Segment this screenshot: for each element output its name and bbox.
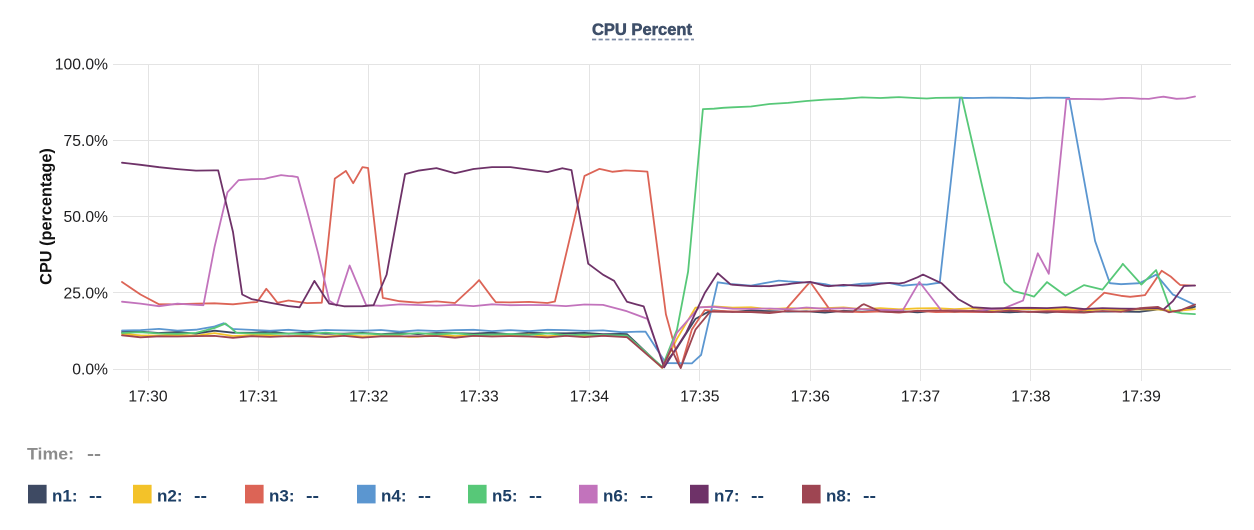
svg-text:CPU (percentage): CPU (percentage) [38,148,56,285]
svg-text:100.0%: 100.0% [55,57,108,74]
svg-text:--: -- [863,487,876,506]
svg-text:--: -- [418,487,431,506]
svg-text:n3:: n3: [269,487,295,506]
svg-text:n6:: n6: [603,487,629,506]
svg-text:--: -- [194,487,207,506]
svg-text:17:30: 17:30 [128,389,168,406]
svg-text:n1:: n1: [52,487,78,506]
svg-text:17:38: 17:38 [1011,389,1051,406]
svg-text:--: -- [306,487,319,506]
svg-text:75.0%: 75.0% [64,133,109,150]
svg-text:17:35: 17:35 [680,389,720,406]
svg-text:17:32: 17:32 [349,389,388,406]
svg-text:17:36: 17:36 [791,389,831,406]
svg-text:50.0%: 50.0% [64,209,109,226]
svg-text:n8:: n8: [826,487,852,506]
svg-text:0.0%: 0.0% [72,362,108,379]
svg-text:--: -- [751,487,764,506]
svg-text:--: -- [529,487,542,506]
svg-text:n7:: n7: [714,487,740,506]
svg-text:Time:: Time: [27,445,74,464]
svg-text:25.0%: 25.0% [64,285,109,302]
svg-text:--: -- [87,445,101,464]
svg-text:CPU Percent: CPU Percent [592,21,692,39]
svg-text:17:39: 17:39 [1122,389,1161,406]
svg-text:17:37: 17:37 [901,389,940,406]
svg-text:17:34: 17:34 [570,389,610,406]
svg-text:n5:: n5: [492,487,518,506]
svg-text:n2:: n2: [157,487,183,506]
svg-text:--: -- [89,487,102,506]
svg-text:n4:: n4: [381,487,407,506]
svg-text:17:33: 17:33 [459,389,499,406]
svg-text:17:31: 17:31 [239,389,278,406]
svg-text:--: -- [640,487,653,506]
